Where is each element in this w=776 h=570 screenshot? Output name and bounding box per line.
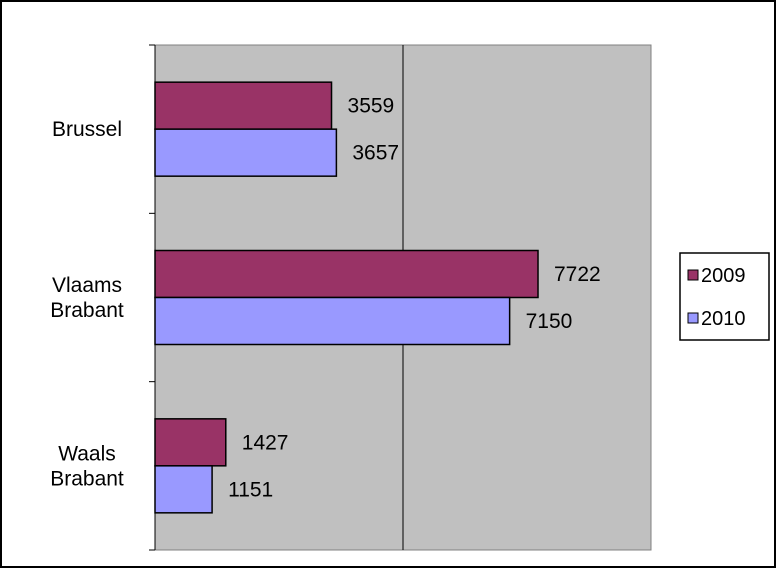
bar-2010-1 [154,296,511,346]
bar-2010-2 [154,465,213,514]
bar-2009-1 [154,249,539,299]
bar-2009-0 [154,81,333,130]
legend-swatch-2010 [687,312,699,324]
value-labels: 3559 3657 7722 7150 1427 1151 [228,95,601,502]
category-label: Vlaams [52,274,122,297]
value-label: 7150 [526,310,573,333]
bars [154,81,539,514]
legend: 2009 2010 [679,252,770,341]
category-label: Brabant [50,467,124,490]
value-label: 1151 [228,478,273,501]
legend-swatch-2009 [687,269,699,281]
legend-label-2010: 2010 [701,308,746,330]
legend-box [679,252,770,341]
bar-2009-2 [154,418,227,467]
category-label: Waals [58,442,116,465]
category-axis [149,44,156,551]
value-label: 7722 [554,263,601,286]
category-label: Brussel [52,118,122,141]
value-label: 3657 [352,142,399,165]
value-label: 3559 [348,95,395,118]
category-label: Brabant [50,299,124,322]
value-label: 1427 [242,431,289,454]
legend-label-2009: 2009 [701,265,746,287]
bar-2010-0 [154,128,338,177]
